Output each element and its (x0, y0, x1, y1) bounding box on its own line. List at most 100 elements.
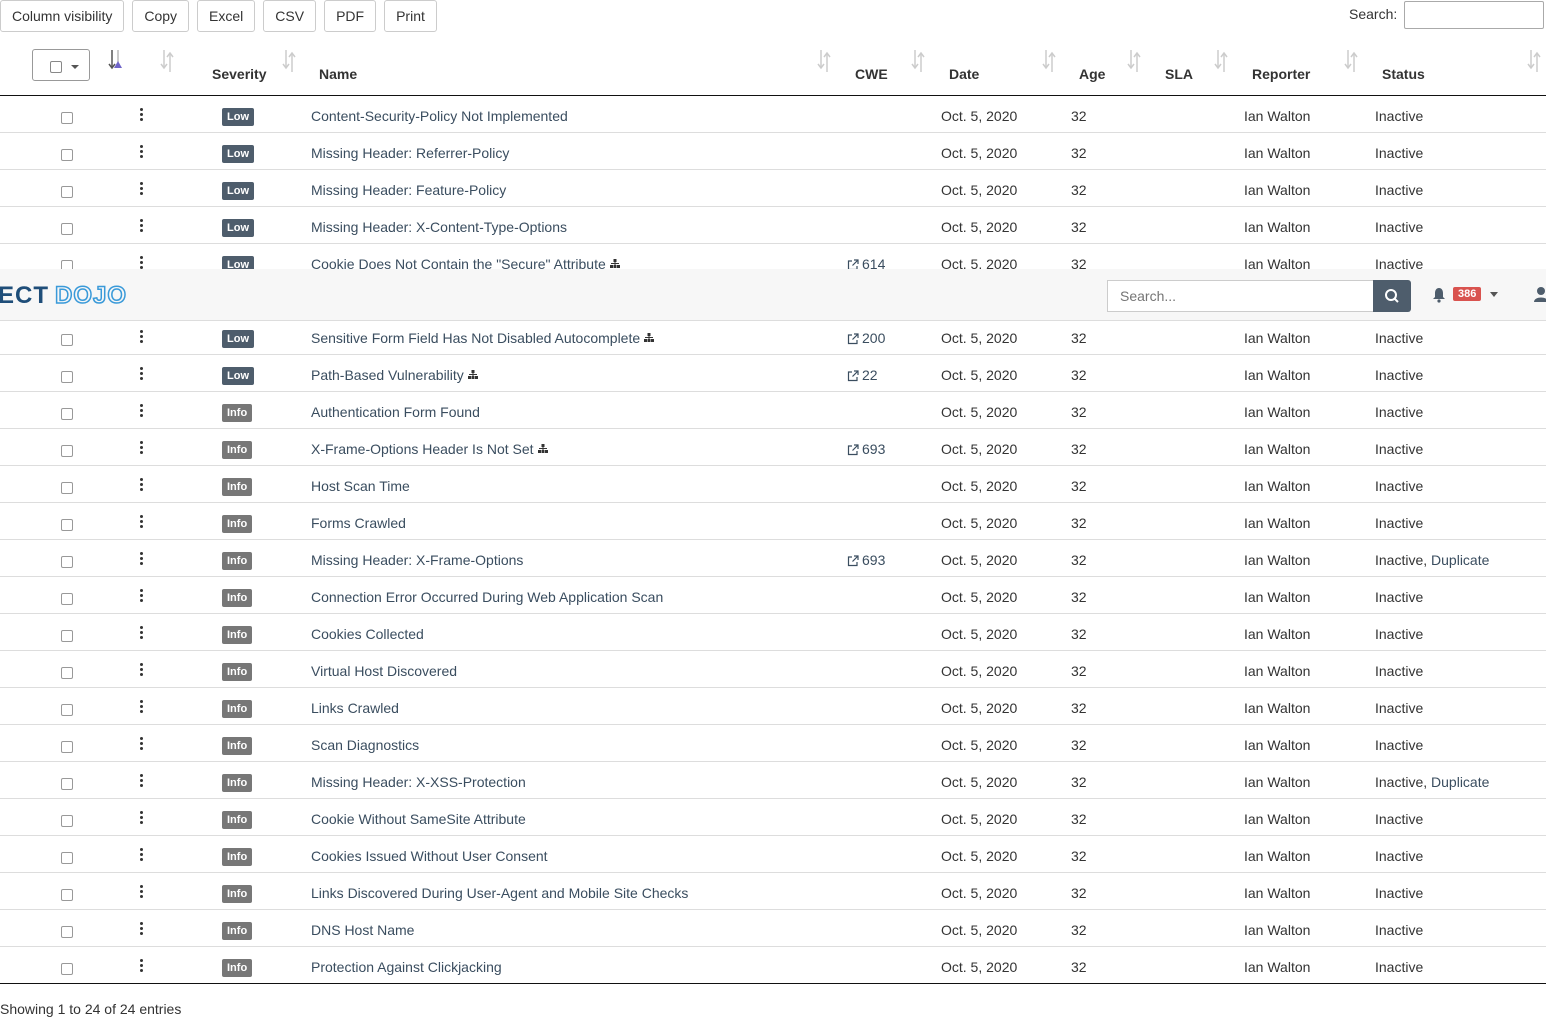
sort-icon[interactable] (911, 48, 925, 74)
row-actions-menu-icon[interactable] (140, 404, 144, 417)
finding-name-text[interactable]: Cookies Issued Without User Consent (311, 848, 548, 864)
finding-name-link[interactable]: Cookie Does Not Contain the "Secure" Att… (311, 256, 620, 272)
finding-name-link[interactable]: Missing Header: Feature-Policy (311, 182, 506, 198)
duplicate-link[interactable]: Duplicate (1431, 774, 1490, 790)
finding-name-link[interactable]: Forms Crawled (311, 515, 406, 531)
row-checkbox[interactable] (61, 186, 73, 198)
finding-name-text[interactable]: Virtual Host Discovered (311, 663, 458, 679)
row-actions-menu-icon[interactable] (140, 219, 144, 232)
finding-name-link[interactable]: X-Frame-Options Header Is Not Set (311, 441, 548, 457)
row-actions-menu-icon[interactable] (140, 515, 144, 528)
row-checkbox[interactable] (61, 852, 73, 864)
finding-name-text[interactable]: Cookie Without SameSite Attribute (311, 811, 526, 827)
finding-name-text[interactable]: Path-Based Vulnerability (311, 367, 464, 383)
row-actions-menu-icon[interactable] (140, 700, 144, 713)
finding-name-text[interactable]: Scan Diagnostics (311, 737, 420, 753)
column-visibility-button[interactable]: Column visibility (0, 0, 125, 32)
cwe-link[interactable]: 22 (847, 367, 878, 385)
row-actions-menu-icon[interactable] (140, 922, 144, 935)
cwe-number[interactable]: 22 (862, 367, 878, 383)
row-checkbox[interactable] (61, 519, 73, 531)
sort-icon[interactable] (1214, 48, 1228, 74)
row-checkbox[interactable] (61, 778, 73, 790)
select-all-checkbox[interactable] (50, 61, 62, 73)
finding-name-text[interactable]: Protection Against Clickjacking (311, 959, 502, 975)
finding-name-link[interactable]: Missing Header: X-XSS-Protection (311, 774, 526, 790)
row-checkbox[interactable] (61, 482, 73, 494)
row-actions-menu-icon[interactable] (140, 367, 144, 380)
csv-button[interactable]: CSV (263, 0, 317, 32)
finding-name-link[interactable]: Missing Header: Referrer-Policy (311, 145, 509, 161)
sort-icon[interactable] (160, 48, 174, 74)
finding-name-text[interactable]: Links Discovered During User-Agent and M… (311, 885, 689, 901)
column-header-reporter[interactable]: Reporter (1252, 66, 1311, 82)
finding-name-text[interactable]: Missing Header: X-XSS-Protection (311, 774, 526, 790)
row-actions-menu-icon[interactable] (140, 552, 144, 565)
finding-name-text[interactable]: Content-Security-Policy Not Implemented (311, 108, 568, 124)
row-checkbox[interactable] (61, 556, 73, 568)
cwe-link[interactable]: 693 (847, 552, 885, 570)
row-actions-menu-icon[interactable] (140, 589, 144, 602)
bell-icon[interactable] (1432, 287, 1446, 303)
table-search-input[interactable] (1404, 1, 1544, 29)
row-checkbox[interactable] (61, 926, 73, 938)
row-checkbox[interactable] (61, 741, 73, 753)
sort-icon[interactable] (1344, 48, 1358, 74)
row-checkbox[interactable] (61, 963, 73, 975)
notification-count-badge[interactable]: 386 (1453, 287, 1482, 301)
cwe-number[interactable]: 614 (862, 256, 886, 272)
column-header-status[interactable]: Status (1382, 66, 1425, 82)
cwe-number[interactable]: 693 (862, 552, 886, 568)
finding-name-link[interactable]: DNS Host Name (311, 922, 414, 938)
finding-name-link[interactable]: Content-Security-Policy Not Implemented (311, 108, 568, 124)
user-icon[interactable] (1534, 286, 1546, 302)
finding-name-text[interactable]: Missing Header: Feature-Policy (311, 182, 507, 198)
finding-name-link[interactable]: Links Discovered During User-Agent and M… (311, 885, 688, 901)
finding-name-text[interactable]: Forms Crawled (311, 515, 406, 531)
row-checkbox[interactable] (61, 149, 73, 161)
finding-name-link[interactable]: Sensitive Form Field Has Not Disabled Au… (311, 330, 655, 346)
row-checkbox[interactable] (61, 815, 73, 827)
row-actions-menu-icon[interactable] (140, 663, 144, 676)
column-header-cwe[interactable]: CWE (855, 66, 888, 82)
finding-name-text[interactable]: DNS Host Name (311, 922, 415, 938)
global-search-button[interactable] (1373, 280, 1411, 312)
finding-name-link[interactable]: Scan Diagnostics (311, 737, 419, 753)
cwe-number[interactable]: 200 (862, 330, 886, 346)
row-actions-menu-icon[interactable] (140, 811, 144, 824)
sort-icon[interactable] (1042, 48, 1056, 74)
finding-name-text[interactable]: Missing Header: X-Content-Type-Options (311, 219, 567, 235)
column-header-sla[interactable]: SLA (1165, 66, 1193, 82)
pdf-button[interactable]: PDF (324, 0, 377, 32)
row-actions-menu-icon[interactable] (140, 885, 144, 898)
finding-name-text[interactable]: Sensitive Form Field Has Not Disabled Au… (311, 330, 641, 346)
row-actions-menu-icon[interactable] (140, 737, 144, 750)
column-header-age[interactable]: Age (1079, 66, 1106, 82)
sort-icon[interactable] (282, 48, 296, 74)
row-checkbox[interactable] (61, 408, 73, 420)
finding-name-text[interactable]: Missing Header: X-Frame-Options (311, 552, 524, 568)
finding-name-link[interactable]: Missing Header: X-Content-Type-Options (311, 219, 567, 235)
finding-name-text[interactable]: Cookies Collected (311, 626, 424, 642)
finding-name-text[interactable]: Connection Error Occurred During Web App… (311, 589, 664, 605)
cwe-link[interactable]: 614 (847, 256, 885, 274)
cwe-link[interactable]: 693 (847, 441, 885, 459)
finding-name-link[interactable]: Cookie Without SameSite Attribute (311, 811, 526, 827)
row-checkbox[interactable] (61, 334, 73, 346)
row-actions-menu-icon[interactable] (140, 145, 144, 158)
row-actions-menu-icon[interactable] (140, 626, 144, 639)
row-checkbox[interactable] (61, 371, 73, 383)
row-actions-menu-icon[interactable] (140, 774, 144, 787)
finding-name-text[interactable]: X-Frame-Options Header Is Not Set (311, 441, 534, 457)
finding-name-text[interactable]: Authentication Form Found (311, 404, 480, 420)
finding-name-link[interactable]: Cookies Issued Without User Consent (311, 848, 548, 864)
row-checkbox[interactable] (61, 112, 73, 124)
sort-icon[interactable] (817, 48, 831, 74)
cwe-link[interactable]: 200 (847, 330, 885, 348)
row-checkbox[interactable] (61, 445, 73, 457)
column-header-severity[interactable]: Severity (212, 66, 267, 82)
column-header-name[interactable]: Name (319, 66, 358, 82)
row-actions-menu-icon[interactable] (140, 256, 144, 269)
row-actions-menu-icon[interactable] (140, 330, 144, 343)
row-actions-menu-icon[interactable] (140, 108, 144, 121)
